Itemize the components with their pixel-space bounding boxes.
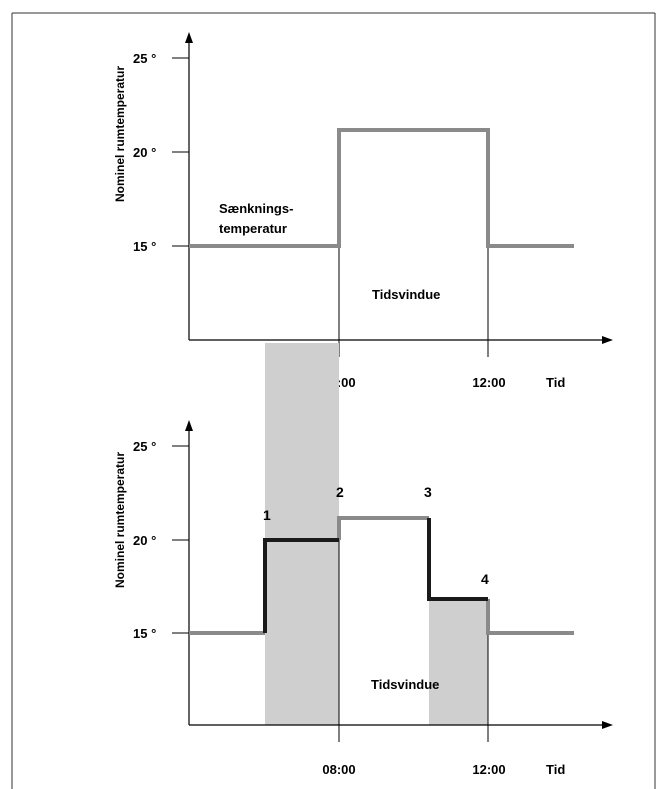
ytick-label-15: 15 ° [133, 626, 156, 641]
x-axis-label: Tid [546, 762, 565, 777]
setback-label-line2: temperatur [219, 221, 287, 236]
x-axis-label: Tid [546, 375, 565, 390]
ytick-label-20: 20 ° [133, 145, 156, 160]
setpoint-program-line [189, 128, 574, 248]
shaded-area-early [265, 343, 339, 725]
time-window-label: Tidsvindue [372, 287, 440, 302]
y-axis-arrow [185, 32, 193, 43]
setpoint-program-line-mid [337, 516, 429, 540]
setback-label-line1: Sænknings- [219, 201, 293, 216]
setpoint-program-line-end [486, 599, 574, 635]
x-axis-arrow [602, 336, 613, 344]
time-window-label: Tidsvindue [371, 677, 439, 692]
x-axis-arrow [602, 721, 613, 729]
y-axis-label: Nominel rumtemperatur [113, 66, 127, 202]
ytick-label-25: 25 ° [133, 51, 156, 66]
y-axis-arrow [185, 420, 193, 431]
diagram-1: 25 ° 20 ° 15 ° Nominel rumtemperatur 08:… [113, 32, 613, 390]
point-label-2: 2 [336, 484, 344, 500]
setpoint-override-line-early [263, 538, 339, 633]
shaded-area-late [429, 599, 488, 725]
ytick-label-20: 20 ° [133, 533, 156, 548]
xtick-label-0800: 08:00 [322, 762, 355, 777]
point-label-1: 1 [263, 507, 271, 523]
diagram-2: 25 ° 20 ° 15 ° Nominel rumtemperatur 08:… [113, 343, 613, 777]
ytick-label-15: 15 ° [133, 239, 156, 254]
y-axis-label: Nominel rumtemperatur [113, 452, 127, 588]
setpoint-override-line-late [427, 518, 488, 601]
point-label-4: 4 [481, 571, 489, 587]
xtick-label-1200: 12:00 [472, 762, 505, 777]
point-label-3: 3 [424, 484, 432, 500]
xtick-label-1200: 12:00 [472, 375, 505, 390]
ytick-label-25: 25 ° [133, 439, 156, 454]
